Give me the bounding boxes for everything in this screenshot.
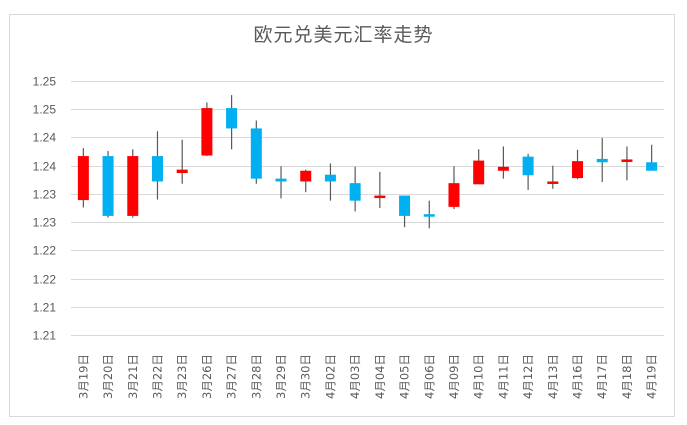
x-tick-label: 3月21日 xyxy=(126,354,140,399)
candle-body-up xyxy=(374,195,386,199)
candle xyxy=(275,166,287,199)
candle-body-up xyxy=(547,181,559,184)
candle-body-down xyxy=(423,214,435,217)
candle-body-up xyxy=(176,169,188,174)
candle-body-down xyxy=(250,128,262,179)
x-tick-label: 4月10日 xyxy=(472,354,486,399)
y-axis-labels: 1.25 1.25 1.24 1.24 1.23 1.23 1.22 1.22 1.21 1.21 xyxy=(33,75,57,343)
x-tick-label: 4月16日 xyxy=(571,354,585,399)
x-tick-label: 4月18日 xyxy=(620,354,634,399)
candle-body-up xyxy=(448,183,460,207)
candle-body-up xyxy=(572,161,584,179)
candle xyxy=(127,149,139,218)
x-tick-label: 3月22日 xyxy=(150,354,164,399)
candle xyxy=(176,139,188,184)
candle-body-down xyxy=(349,183,361,201)
candle-body-down xyxy=(102,156,114,216)
candle-body-up xyxy=(300,170,312,182)
x-tick-label: 3月27日 xyxy=(225,354,239,399)
y-tick-label: 1.23 xyxy=(33,188,57,202)
y-tick-label: 1.24 xyxy=(33,160,57,174)
candle xyxy=(349,166,361,212)
candle xyxy=(596,138,608,183)
candle xyxy=(497,146,509,179)
chart-title: 欧元兑美元汇率走势 xyxy=(253,24,434,46)
x-tick-label: 3月29日 xyxy=(274,354,288,399)
x-tick-label: 4月05日 xyxy=(398,354,412,399)
x-tick-label: 4月04日 xyxy=(373,354,387,399)
x-tick-label: 3月28日 xyxy=(249,354,263,399)
x-axis-labels: 3月19日 3月20日 3月21日 3月22日 3月23日 3月26日 3月27日 3月28日… xyxy=(76,354,658,399)
candle-body-down xyxy=(596,158,608,163)
y-tick-label: 1.21 xyxy=(33,301,57,315)
candle-body-up xyxy=(497,166,509,171)
y-tick-label: 1.22 xyxy=(33,273,57,287)
candle xyxy=(300,169,312,193)
x-tick-label: 3月26日 xyxy=(200,354,214,399)
candle xyxy=(621,146,633,181)
y-tick-label: 1.23 xyxy=(33,216,57,230)
gridlines xyxy=(71,81,664,336)
candle xyxy=(226,95,238,150)
candle xyxy=(473,149,485,185)
candle xyxy=(448,166,460,210)
candle xyxy=(151,131,163,200)
x-tick-label: 4月03日 xyxy=(348,354,362,399)
x-tick-label: 4月06日 xyxy=(422,354,436,399)
candle xyxy=(250,120,262,184)
x-tick-label: 4月19日 xyxy=(645,354,659,399)
x-tick-label: 3月30日 xyxy=(299,354,313,399)
candle xyxy=(646,144,658,171)
candle xyxy=(399,195,411,228)
candle xyxy=(324,163,336,201)
y-tick-label: 1.22 xyxy=(33,244,57,258)
candle xyxy=(547,165,559,189)
x-tick-label: 4月02日 xyxy=(323,354,337,399)
x-tick-label: 4月12日 xyxy=(521,354,535,399)
candle-body-down xyxy=(646,162,658,171)
candle-body-down xyxy=(226,108,238,129)
candle-body-down xyxy=(324,174,336,182)
candle-body-up xyxy=(201,108,213,156)
y-tick-label: 1.21 xyxy=(33,329,57,343)
y-tick-label: 1.24 xyxy=(33,131,57,145)
candle xyxy=(572,149,584,180)
candles xyxy=(77,95,658,229)
x-tick-label: 3月20日 xyxy=(101,354,115,399)
x-tick-label: 4月13日 xyxy=(546,354,560,399)
candle xyxy=(374,171,386,208)
candle-body-down xyxy=(522,156,534,176)
candle-body-down xyxy=(399,195,411,216)
candle xyxy=(102,150,114,218)
candle xyxy=(201,102,213,157)
x-tick-label: 3月19日 xyxy=(76,354,90,399)
candle-body-down xyxy=(151,156,163,182)
candle xyxy=(522,153,534,190)
candle-body-down xyxy=(275,178,287,182)
candle-body-up xyxy=(127,156,139,216)
candle xyxy=(423,200,435,229)
x-tick-label: 4月11日 xyxy=(496,354,510,399)
x-tick-label: 4月09日 xyxy=(447,354,461,399)
candle-body-up xyxy=(473,160,485,185)
y-tick-label: 1.25 xyxy=(33,103,57,117)
candle-body-up xyxy=(621,159,633,162)
y-tick-label: 1.25 xyxy=(33,75,57,89)
x-tick-label: 3月23日 xyxy=(175,354,189,399)
candle xyxy=(77,148,89,208)
candle-body-up xyxy=(77,156,89,201)
x-tick-label: 4月17日 xyxy=(595,354,609,399)
